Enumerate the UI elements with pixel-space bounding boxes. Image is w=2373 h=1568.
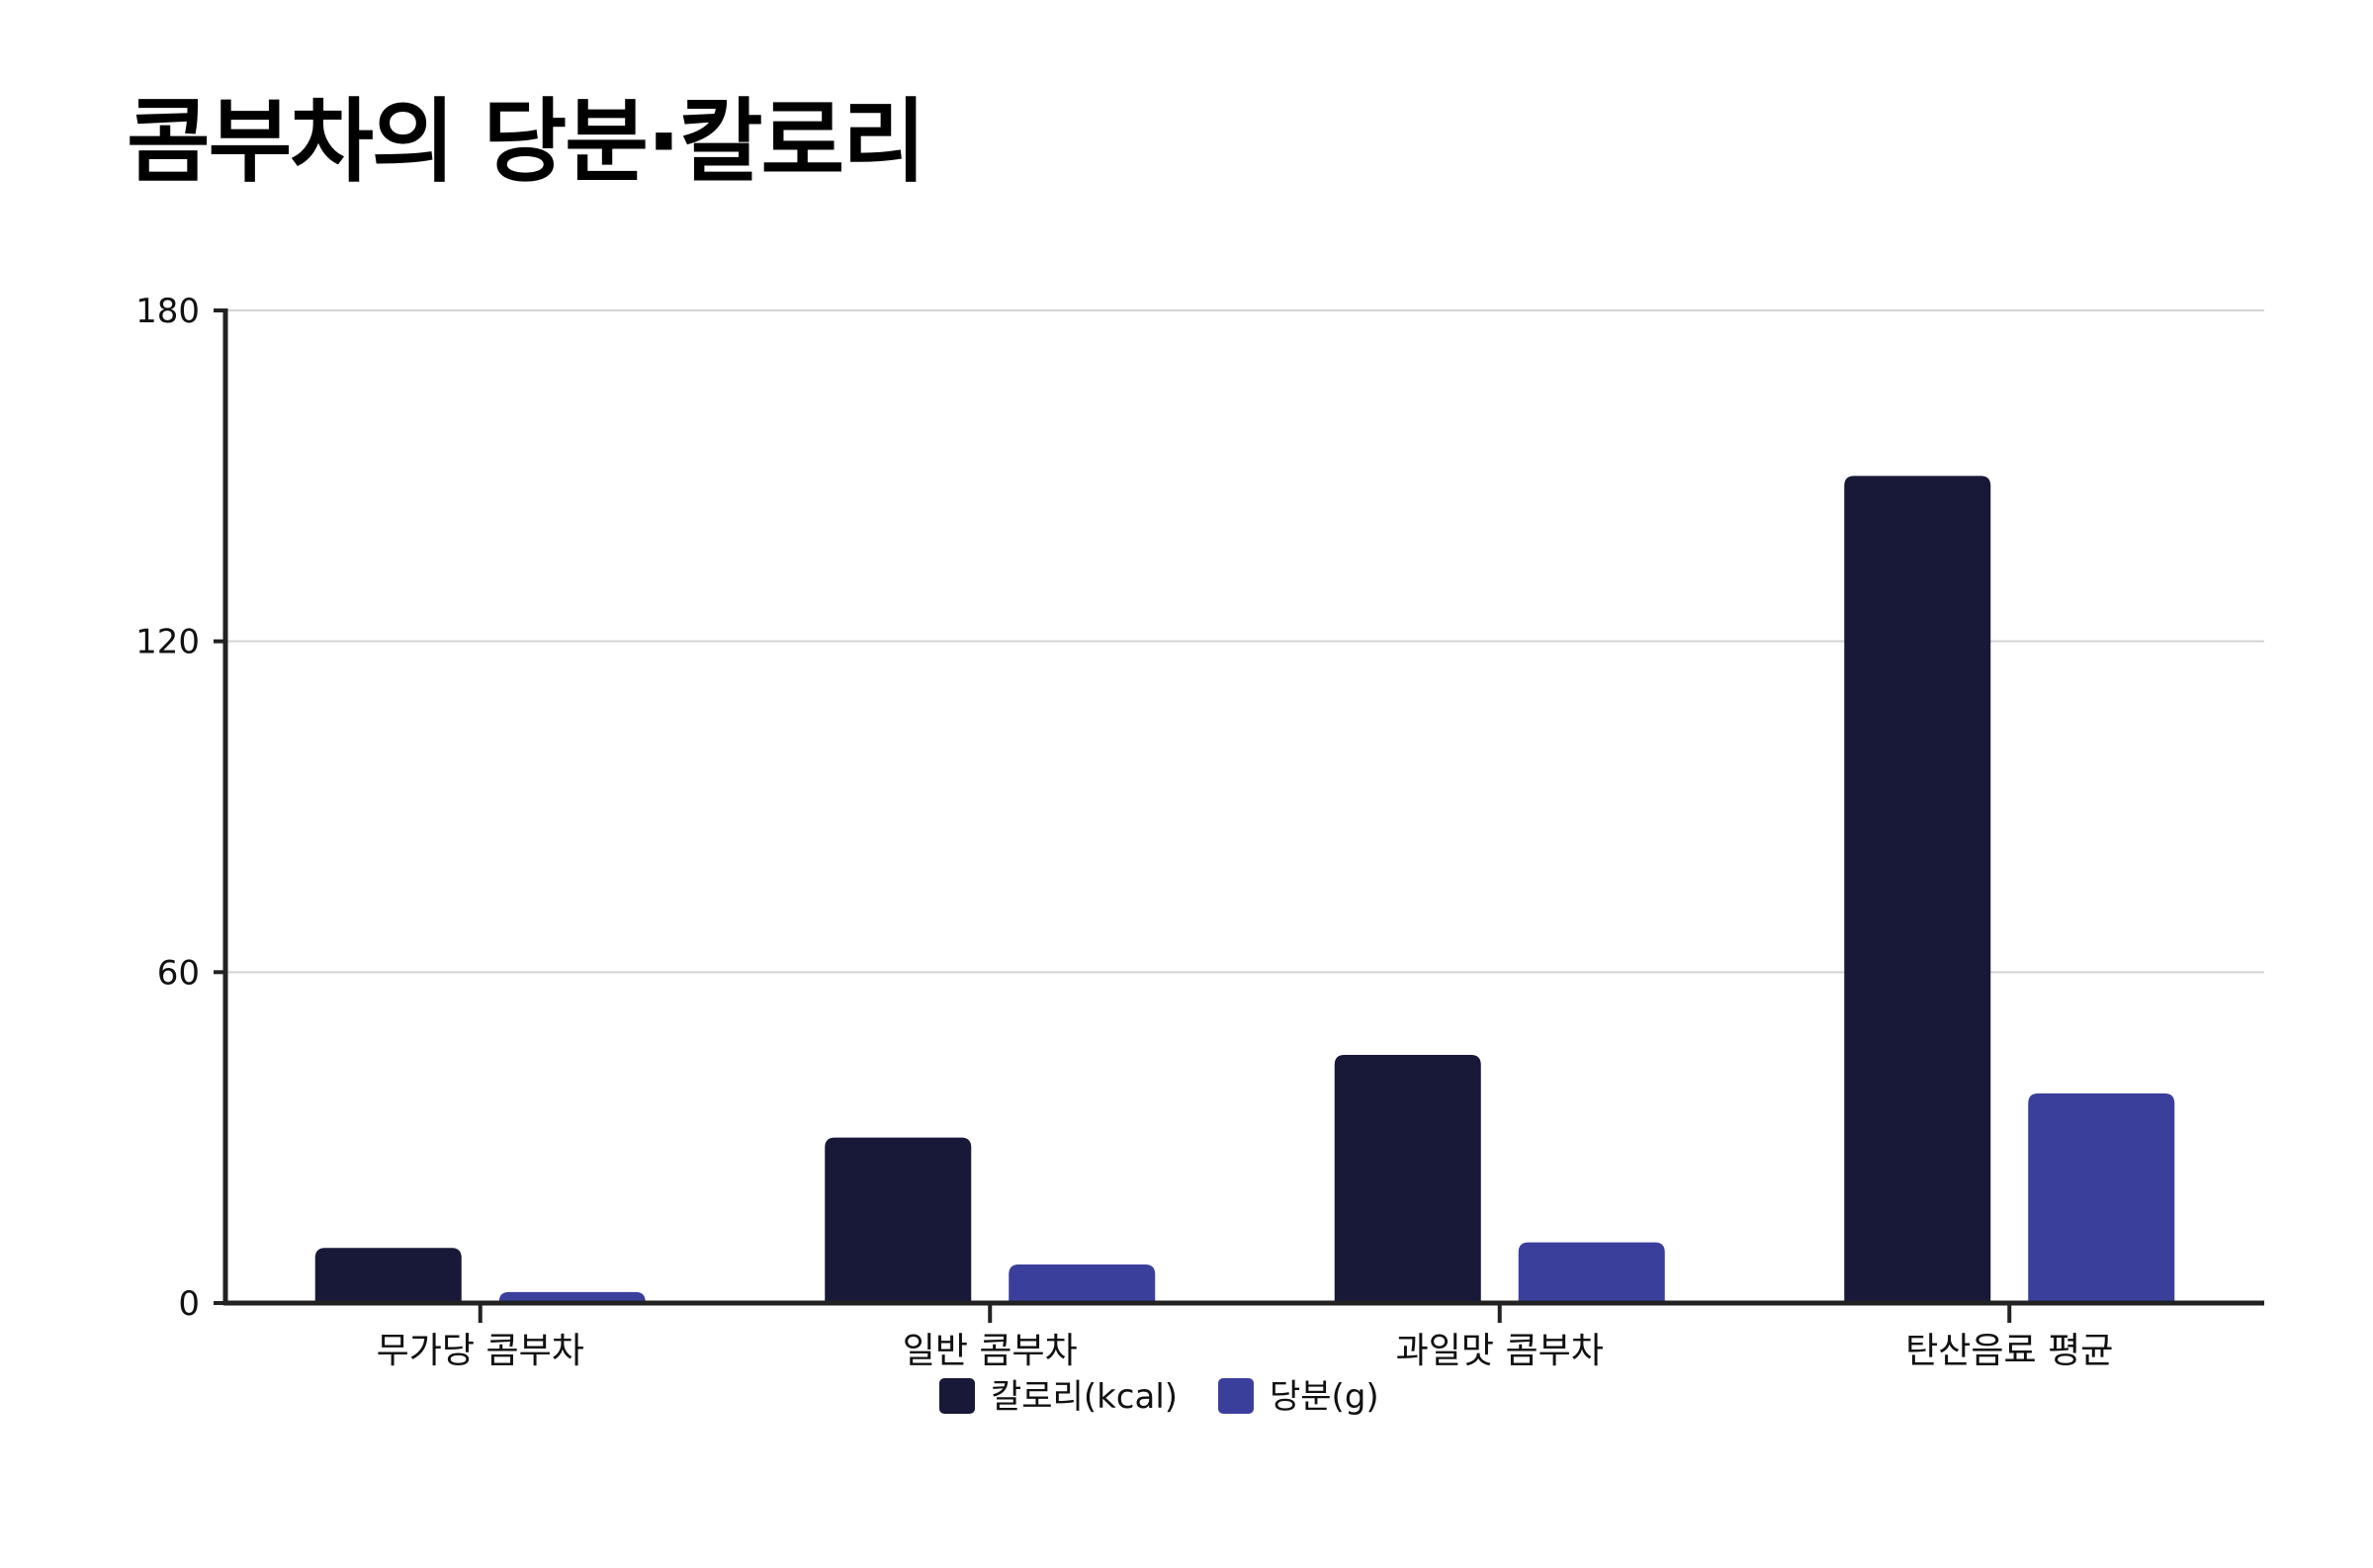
- bar-sugar: [2028, 1093, 2175, 1303]
- bar-calories: [825, 1137, 972, 1303]
- x-tick-label: 일반 콤부차: [903, 1331, 1078, 1371]
- chart-title: 콤부차의 당분·칼로리: [127, 89, 926, 195]
- bar-sugar: [498, 1291, 646, 1303]
- bar-calories: [1844, 476, 1991, 1303]
- bar-sugar: [1009, 1263, 1156, 1303]
- legend-label: 당분(g): [1270, 1377, 1379, 1417]
- bar-sugar: [1518, 1242, 1665, 1303]
- axes: 0 60 120 180 무가당 콤부차 일반 콤부차 과일맛 콤부차 탄산음료 평균: [135, 292, 2264, 1371]
- legend-swatch: [939, 1378, 975, 1414]
- y-tick-label: 180: [135, 292, 200, 331]
- bar-calories: [314, 1248, 462, 1303]
- y-tick-label: 0: [178, 1284, 200, 1324]
- bars: [314, 476, 2175, 1303]
- bar-calories: [1334, 1055, 1481, 1303]
- x-tick-label: 과일맛 콤부차: [1396, 1331, 1604, 1371]
- x-tick-label: 무가당 콤부차: [377, 1331, 584, 1371]
- y-tick-label: 120: [135, 623, 200, 662]
- legend-label: 칼로리(kcal): [991, 1377, 1178, 1417]
- y-tick-label: 60: [157, 953, 200, 993]
- legend-swatch: [1218, 1378, 1254, 1414]
- x-tick-label: 탄산음료 평균: [1905, 1331, 2113, 1371]
- legend: 칼로리(kcal) 당분(g): [939, 1377, 1379, 1417]
